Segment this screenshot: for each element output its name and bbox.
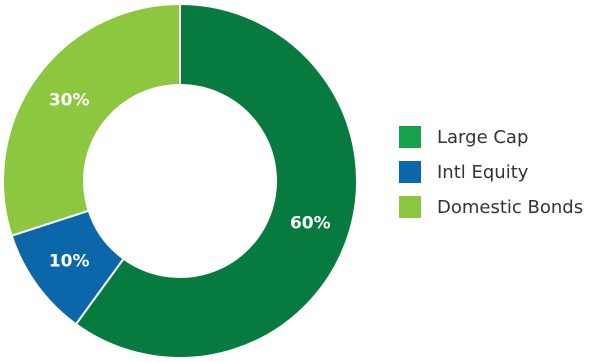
legend-label-intl-equity: Intl Equity xyxy=(437,161,529,183)
legend-swatch-large-cap xyxy=(399,126,421,148)
legend-swatch-intl-equity xyxy=(399,161,421,183)
legend-item-large-cap: Large Cap xyxy=(399,126,614,148)
legend-label-domestic-bonds: Domestic Bonds xyxy=(437,196,584,218)
legend-item-intl-equity: Intl Equity xyxy=(399,161,614,183)
slice-domestic-bonds xyxy=(2,3,181,237)
legend-item-domestic-bonds: Domestic Bonds xyxy=(399,196,614,218)
slice-large-cap xyxy=(74,3,358,359)
slice-label-large-cap: 60% xyxy=(290,213,331,233)
legend-swatch-domestic-bonds xyxy=(399,196,421,218)
slice-labels: 60% 10% 30% xyxy=(49,91,331,272)
slice-label-intl-equity: 10% xyxy=(49,252,90,272)
chart-legend: Large Cap Intl Equity Domestic Bonds xyxy=(399,126,614,231)
legend-label-large-cap: Large Cap xyxy=(437,126,529,148)
slice-label-domestic-bonds: 30% xyxy=(49,91,90,111)
donut-slices xyxy=(2,3,358,359)
